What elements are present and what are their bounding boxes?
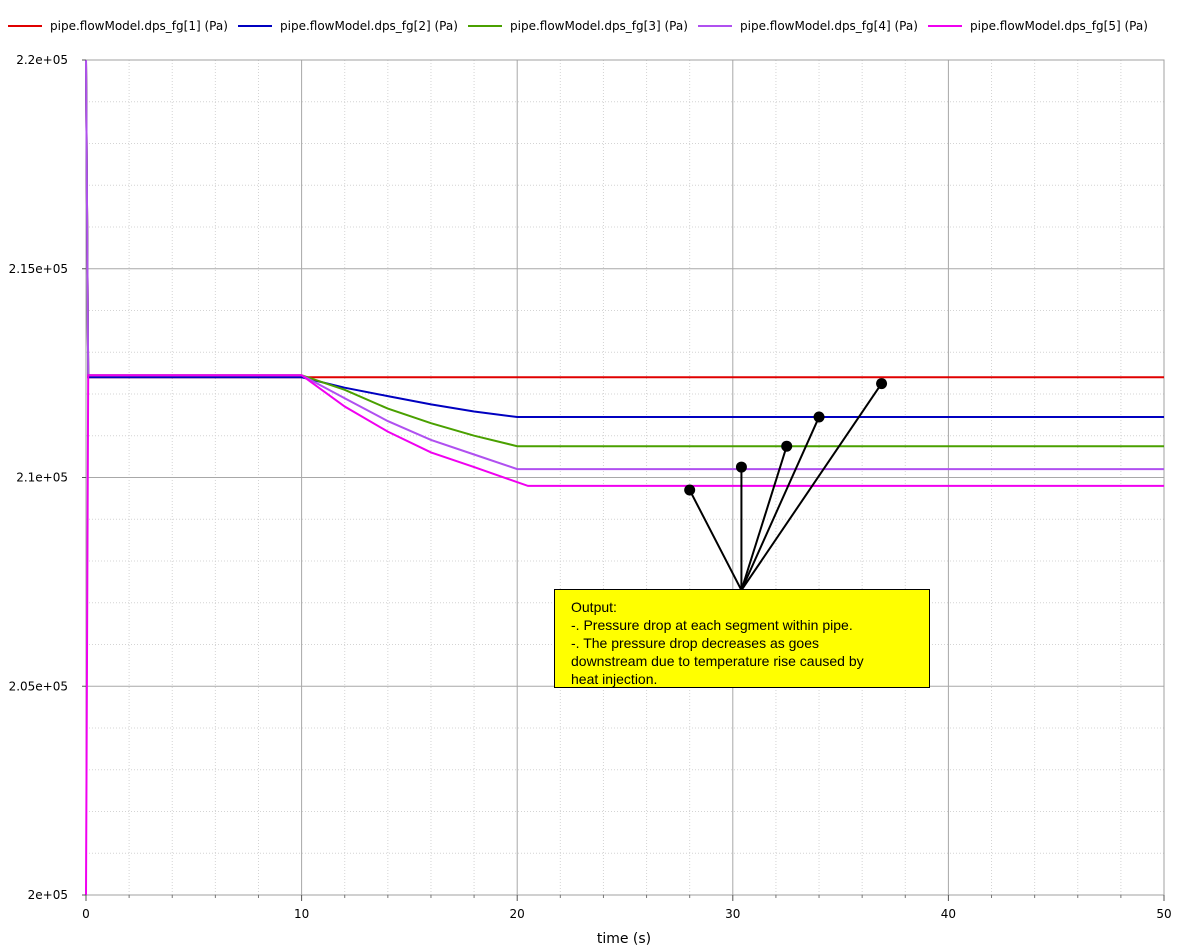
- major-grid: [85, 59, 1165, 896]
- annotation-pointer-line: [688, 489, 743, 591]
- annotation-pointer-dot: [876, 378, 888, 390]
- legend-swatch: [928, 25, 962, 27]
- x-tick-label: 20: [510, 907, 525, 921]
- x-tick-label: 30: [725, 907, 740, 921]
- annotation-pointer-dot: [735, 461, 747, 473]
- x-tick-label: 50: [1156, 907, 1171, 921]
- series-line-3: [85, 59, 1164, 448]
- legend-item: pipe.flowModel.dps_fg[2] (Pa): [238, 18, 458, 34]
- annotation-pointer-line: [740, 445, 788, 591]
- legend-swatch: [698, 25, 732, 27]
- annotation-pointer-line: [740, 383, 883, 591]
- annotation-note: Output: -. Pressure drop at each segment…: [554, 589, 930, 688]
- legend-swatch: [468, 25, 502, 27]
- legend-item: pipe.flowModel.dps_fg[4] (Pa): [698, 18, 918, 34]
- series-line-1: [85, 59, 1164, 379]
- annotation-pointer-dot: [781, 440, 793, 452]
- annotation-pointers: [684, 378, 888, 591]
- series-line-2: [85, 59, 1164, 418]
- annotation-pointer-line: [740, 416, 820, 591]
- legend-item: pipe.flowModel.dps_fg[1] (Pa): [8, 18, 228, 34]
- legend-label: pipe.flowModel.dps_fg[5] (Pa): [970, 19, 1148, 33]
- legend-label: pipe.flowModel.dps_fg[3] (Pa): [510, 19, 688, 33]
- legend: pipe.flowModel.dps_fg[1] (Pa) pipe.flowMo…: [0, 0, 1181, 52]
- y-tick-label: 2.2e+05: [16, 53, 68, 67]
- x-tick-label: 10: [294, 907, 309, 921]
- legend-swatch: [8, 25, 42, 27]
- legend-item: pipe.flowModel.dps_fg[3] (Pa): [468, 18, 688, 34]
- legend-label: pipe.flowModel.dps_fg[4] (Pa): [740, 19, 918, 33]
- annotation-line: -. Pressure drop at each segment within …: [571, 617, 853, 633]
- x-axis-label: time (s): [597, 931, 651, 947]
- x-tick-label: 0: [82, 907, 90, 921]
- annotation-line: Output:: [571, 599, 617, 615]
- legend-swatch: [238, 25, 272, 27]
- x-tick-label: 40: [941, 907, 956, 921]
- annotation-pointer-dot: [684, 484, 696, 496]
- y-tick-label: 2.1e+05: [16, 471, 68, 485]
- y-tick-label: 2e+05: [28, 888, 68, 902]
- annotation-line: downstream due to temperature rise cause…: [571, 653, 864, 669]
- legend-label: pipe.flowModel.dps_fg[2] (Pa): [280, 19, 458, 33]
- y-tick-label: 2.15e+05: [9, 262, 68, 276]
- y-tick-label: 2.05e+05: [9, 679, 68, 693]
- annotation-pointer-dot: [813, 411, 825, 423]
- series-line-4: [85, 59, 1164, 471]
- series-layer: [85, 59, 1164, 896]
- annotation-line: -. The pressure drop decreases as goes: [571, 635, 819, 651]
- series-line-5: [85, 374, 1164, 896]
- legend-item: pipe.flowModel.dps_fg[5] (Pa): [928, 18, 1148, 34]
- legend-label: pipe.flowModel.dps_fg[1] (Pa): [50, 19, 228, 33]
- annotation-line: heat injection.: [571, 671, 658, 687]
- tick-labels: 0 10 20 30 40 50 2e+05 2.05e+05 2.1e+05 2.15e+05 2…: [9, 53, 1172, 921]
